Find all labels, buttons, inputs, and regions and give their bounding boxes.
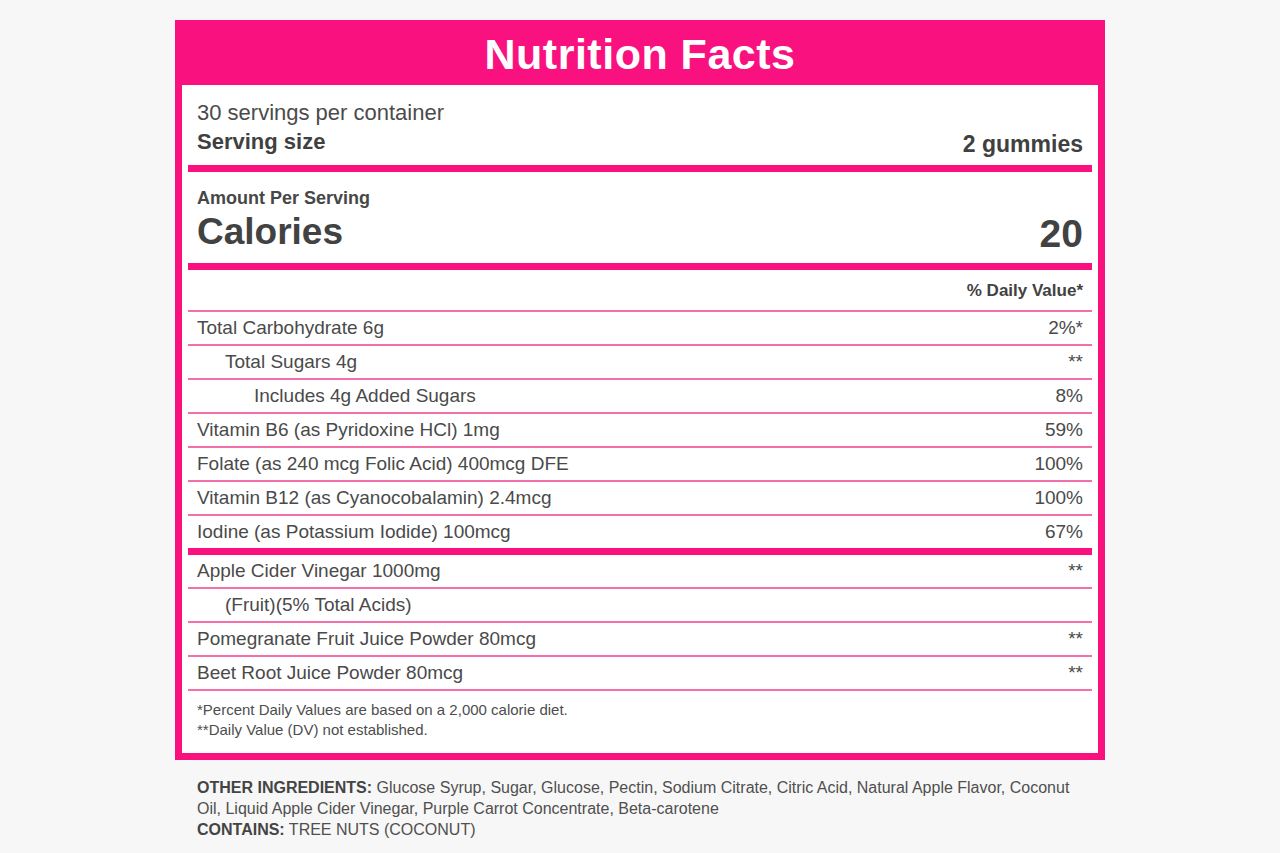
nutrient-name: Includes 4g Added Sugars xyxy=(197,386,476,406)
nutrient-name: (Fruit)(5% Total Acids) xyxy=(197,595,412,615)
label-title: Nutrition Facts xyxy=(485,30,796,79)
serving-size-value: 2 gummies xyxy=(963,132,1083,156)
nutrient-row: Includes 4g Added Sugars 8% xyxy=(188,380,1092,412)
nutrient-name: Beet Root Juice Powder 80mcg xyxy=(197,663,463,683)
label-header: Nutrition Facts xyxy=(182,27,1098,85)
nutrient-row: Vitamin B6 (as Pyridoxine HCl) 1mg 59% xyxy=(188,414,1092,446)
nutrient-value: ** xyxy=(1068,629,1083,649)
calories-value: 20 xyxy=(1040,214,1083,254)
ingredients-block: OTHER INGREDIENTS: Glucose Syrup, Sugar,… xyxy=(175,777,1105,840)
nutrient-value: ** xyxy=(1068,663,1083,683)
other-ingredients-label: OTHER INGREDIENTS: xyxy=(197,779,372,796)
nutrient-value: 8% xyxy=(1056,386,1083,406)
nutrient-value: ** xyxy=(1068,352,1083,372)
nutrient-value: ** xyxy=(1068,561,1083,581)
nutrient-name: Total Sugars 4g xyxy=(197,352,357,372)
calories-label: Calories xyxy=(197,210,343,254)
nutrient-name: Iodine (as Potassium Iodide) 100mcg xyxy=(197,522,511,542)
label-body: 30 servings per container Serving size 2… xyxy=(182,85,1098,753)
nutrient-value: 100% xyxy=(1034,454,1083,474)
nutrient-name: Pomegranate Fruit Juice Powder 80mcg xyxy=(197,629,536,649)
footnote-dv-not-established: **Daily Value (DV) not established. xyxy=(197,720,1083,740)
thick-divider xyxy=(188,548,1092,555)
contains-text: TREE NUTS (COCONUT) xyxy=(285,821,476,838)
nutrient-name: Total Carbohydrate 6g xyxy=(197,318,384,338)
calories-row: Calories 20 xyxy=(188,210,1092,263)
thick-divider xyxy=(188,165,1092,172)
contains-line: CONTAINS: TREE NUTS (COCONUT) xyxy=(197,819,1083,840)
nutrient-row: Iodine (as Potassium Iodide) 100mcg 67% xyxy=(188,516,1092,548)
nutrient-value: 67% xyxy=(1045,522,1083,542)
serving-size-label: Serving size xyxy=(197,128,325,156)
nutrient-row: Total Sugars 4g ** xyxy=(188,346,1092,378)
footnote-daily-values: *Percent Daily Values are based on a 2,0… xyxy=(197,700,1083,720)
nutrient-name: Vitamin B6 (as Pyridoxine HCl) 1mg xyxy=(197,420,500,440)
nutrient-row: Total Carbohydrate 6g 2%* xyxy=(188,312,1092,344)
contains-label: CONTAINS: xyxy=(197,821,285,838)
nutrient-row: Vitamin B12 (as Cyanocobalamin) 2.4mcg 1… xyxy=(188,482,1092,514)
nutrient-name: Vitamin B12 (as Cyanocobalamin) 2.4mcg xyxy=(197,488,552,508)
other-ingredients-line: OTHER INGREDIENTS: Glucose Syrup, Sugar,… xyxy=(197,777,1083,819)
nutrient-value: 59% xyxy=(1045,420,1083,440)
nutrient-value: 2%* xyxy=(1048,318,1083,338)
nutrition-facts-label: Nutrition Facts 30 servings per containe… xyxy=(175,20,1105,760)
amount-per-serving-label: Amount Per Serving xyxy=(188,172,1092,210)
daily-value-header: % Daily Value* xyxy=(188,270,1092,310)
servings-per-container: 30 servings per container xyxy=(188,85,1092,128)
nutrient-row: Beet Root Juice Powder 80mcg ** xyxy=(188,657,1092,689)
footnotes: *Percent Daily Values are based on a 2,0… xyxy=(188,691,1092,753)
nutrient-value: 100% xyxy=(1034,488,1083,508)
nutrient-row: Folate (as 240 mcg Folic Acid) 400mcg DF… xyxy=(188,448,1092,480)
nutrient-name: Folate (as 240 mcg Folic Acid) 400mcg DF… xyxy=(197,454,569,474)
thick-divider xyxy=(188,263,1092,270)
nutrient-row: Pomegranate Fruit Juice Powder 80mcg ** xyxy=(188,623,1092,655)
nutrient-name: Apple Cider Vinegar 1000mg xyxy=(197,561,441,581)
nutrient-row: Apple Cider Vinegar 1000mg ** xyxy=(188,555,1092,587)
serving-size-row: Serving size 2 gummies xyxy=(188,128,1092,165)
nutrient-row: (Fruit)(5% Total Acids) xyxy=(188,589,1092,621)
